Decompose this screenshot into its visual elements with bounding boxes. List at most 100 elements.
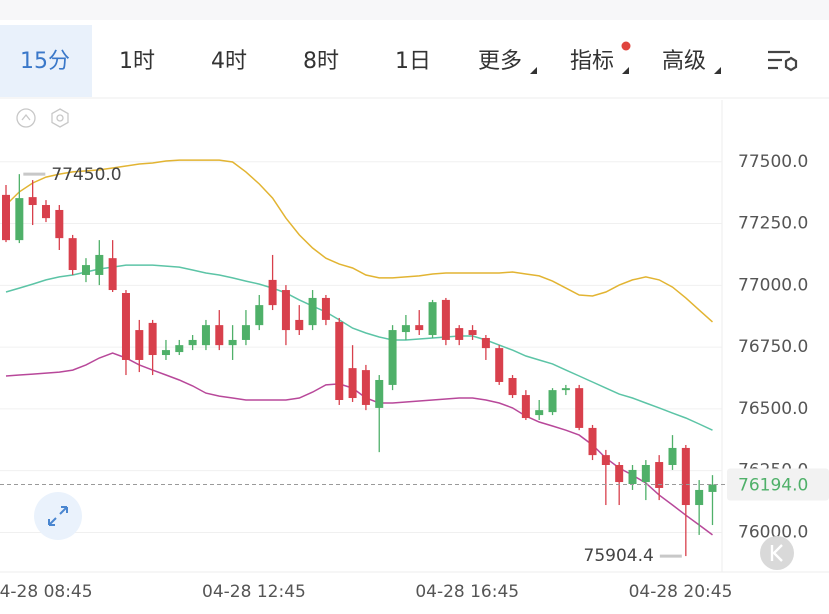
settings-hex-center [56,114,64,122]
y-tick-label: 76750.0 [738,337,808,357]
candle-body [615,464,624,483]
high-label: 77450.0 [51,165,121,185]
candle-body [561,388,570,391]
candle-body [348,368,357,399]
candle-body [68,238,77,271]
candle-body [228,339,237,346]
candle-body [335,321,344,401]
notification-dot [621,41,631,51]
tab[interactable]: 8时 [303,49,339,74]
tab[interactable]: 高级 [662,49,706,74]
y-tick-label: 77500.0 [738,152,808,172]
candle-body [2,194,10,241]
x-tick-label: 04-28 16:45 [415,582,519,602]
tab[interactable]: 4时 [211,49,247,74]
candle-body [95,254,104,275]
candle-body [668,447,677,465]
candle-body [161,350,170,356]
x-tick-label: 04-28 08:45 [0,582,93,602]
candle-body [708,484,717,492]
candle-body [641,464,650,483]
candle-body [681,447,690,506]
active-tab-bg [0,25,92,97]
candle-body [135,330,144,360]
y-tick-label: 77000.0 [738,275,808,295]
candle-body [375,379,384,408]
x-tick-label: 04-28 12:45 [202,582,306,602]
candle-body [588,427,597,456]
candle-body [108,258,117,291]
candle-body [628,469,637,485]
low-label: 75904.4 [584,546,654,566]
candle-body [695,489,704,506]
candle-body [521,395,530,419]
candle-body [495,348,504,382]
candle-body [441,299,450,340]
candle-body [601,455,610,465]
candle-body [321,297,330,320]
settings-icon[interactable] [768,50,798,72]
y-tick-label: 77250.0 [738,214,808,234]
tab[interactable]: 1日 [395,49,431,74]
top-strip [0,0,829,20]
candle-body [28,197,37,206]
candle-body [481,337,490,349]
tab[interactable]: 指标 [570,49,614,74]
candle-body [428,302,437,336]
candle-body [255,305,264,326]
collapse-icon[interactable] [16,108,36,128]
candle-body [401,325,410,333]
last-price-tag [727,468,829,501]
candle-body [148,322,157,356]
candle-body [415,325,424,331]
candle-body [281,290,290,331]
candle-body [241,325,250,340]
k-icon [770,544,783,562]
annotations: 77450.0 75904.4 76194.0 [0,165,829,566]
candle-body [268,279,277,306]
band-line [5,264,713,431]
tab[interactable]: 1时 [119,49,155,74]
expand-icon [48,506,68,526]
settings-hex-icon[interactable] [51,108,69,128]
candle-body [41,205,50,219]
tab[interactable]: 15分 [20,49,70,74]
candle-body [15,198,24,241]
y-tick-label: 76500.0 [738,399,808,419]
candle-body [655,462,664,488]
candle-body [508,378,517,396]
candle-body [55,209,64,239]
candle-body [188,339,197,346]
candle-body [361,370,370,405]
candle-body [295,319,304,331]
candle-body [468,330,477,336]
candle-body [175,345,184,353]
candle-body [215,325,224,346]
candle-body [308,297,317,326]
tab[interactable]: 更多 [478,49,522,74]
candle-body [575,388,584,428]
candle-body [121,293,130,360]
dropdown-marker [622,67,629,74]
dropdown-marker [714,67,721,74]
candle-body [81,265,90,275]
candle-body [548,390,557,413]
candle-body [388,330,397,385]
grid [0,161,722,533]
dropdown-marker [530,67,537,74]
plot-area [2,159,717,557]
band-line [5,159,713,323]
candle-body [535,410,544,416]
expand-button[interactable] [34,492,82,540]
axes: 76000.076250.076500.076750.077000.077250… [0,152,808,602]
x-tick-label: 04-28 20:45 [629,582,733,602]
collapse-arrow [21,113,31,121]
candle-body [455,328,464,340]
y-tick-label: 76000.0 [738,522,808,542]
tab-bar: 15分 1时 4时 8时 1日 更多 指标 高级 [20,49,706,74]
k-button[interactable] [760,536,794,570]
last-price-label: 76194.0 [738,476,808,496]
